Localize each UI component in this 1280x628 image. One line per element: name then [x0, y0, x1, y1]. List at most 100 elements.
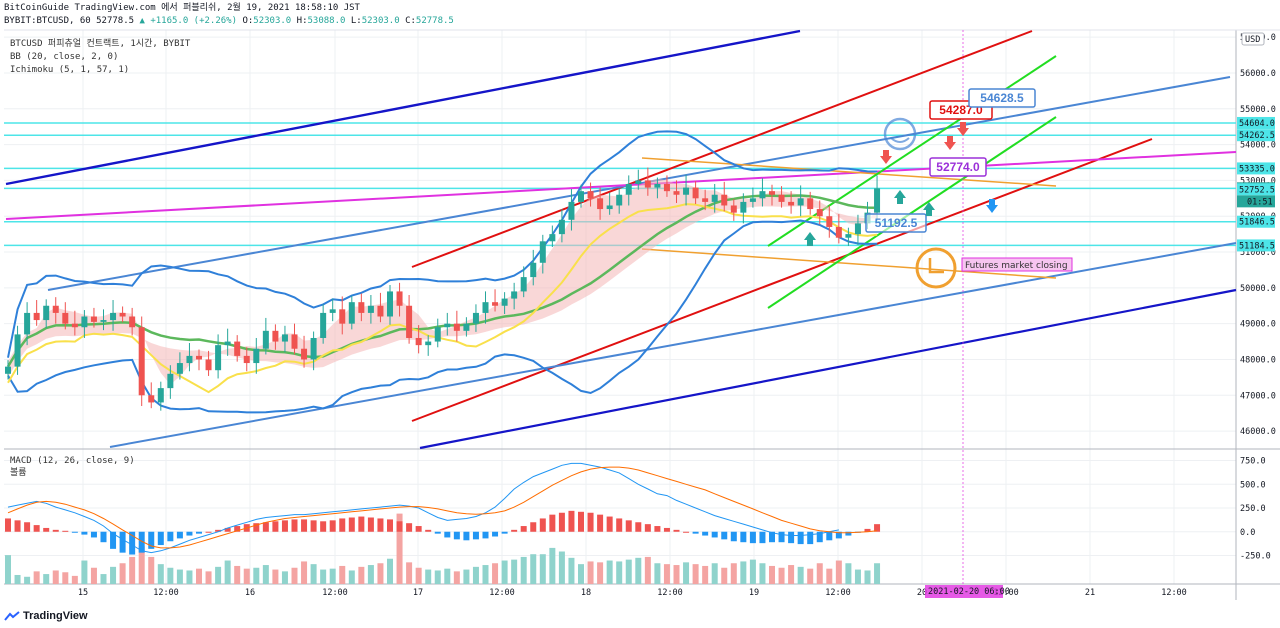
volume-bar: [358, 566, 365, 584]
legend-ichimoku[interactable]: Ichimoku (5, 1, 57, 1): [10, 65, 130, 75]
logo-text: TradingView: [23, 610, 88, 622]
volume-bar: [129, 556, 136, 584]
symbol[interactable]: BYBIT:BTCUSD, 60: [4, 16, 91, 26]
volume-bar: [387, 558, 393, 584]
volume-bar: [854, 569, 861, 584]
candle: [100, 320, 107, 322]
ohlc-c-label: C:: [405, 16, 416, 26]
histogram-bar: [434, 531, 441, 534]
bb-upper: [7, 130, 878, 358]
annotation-52774: 52774.0: [936, 160, 980, 174]
price-tick-label: 51000.0: [1240, 248, 1276, 258]
volume-bar: [301, 561, 308, 584]
change: ▲ +1165.0 (+2.26%): [139, 16, 238, 26]
candle: [176, 363, 183, 374]
price-label-bg: [1237, 116, 1275, 129]
trendline: [641, 157, 1057, 187]
histogram-bar: [14, 520, 21, 532]
candle: [33, 312, 40, 321]
histogram-bar: [148, 531, 155, 549]
candle: [281, 334, 288, 342]
volume-bar: [625, 559, 632, 584]
candle: [138, 327, 145, 396]
tradingview-logo[interactable]: TradingView: [4, 610, 88, 622]
candle: [549, 234, 556, 242]
candle: [539, 241, 546, 263]
candle: [167, 373, 174, 389]
volume-bar: [310, 564, 317, 584]
candle: [234, 341, 241, 356]
histogram-bar: [5, 518, 11, 532]
histogram-bar: [176, 531, 183, 539]
time-tick-label: 12:00: [1161, 588, 1187, 598]
macd-pane: [5, 30, 964, 584]
histogram-bar: [845, 531, 852, 536]
volume-bar: [826, 568, 833, 584]
legend-title[interactable]: BTCUSD 퍼피츄얼 컨트랙트, 1시간, BYBIT: [10, 39, 191, 49]
price-tick-label: 46000.0: [1240, 427, 1276, 437]
histogram-bar: [129, 531, 136, 555]
candle: [453, 323, 460, 331]
histogram-bar: [692, 531, 699, 534]
volume-bar: [692, 564, 699, 584]
candle: [625, 183, 632, 195]
histogram-bar: [511, 529, 518, 532]
chart-header: BitCoinGuide TradingView.com 에서 퍼블리쉬, 2월…: [4, 2, 454, 28]
volume-bar: [138, 546, 145, 584]
candle: [71, 323, 78, 328]
candle: [511, 291, 518, 299]
candle: [463, 323, 470, 331]
candle: [568, 201, 575, 220]
histogram-bar: [816, 531, 823, 543]
price-label: 52752.5: [1239, 185, 1275, 195]
histogram-bar: [81, 531, 88, 535]
volume-bar: [396, 513, 403, 584]
ohlc-c: 52778.5: [415, 16, 454, 26]
candle: [291, 334, 298, 349]
histogram-bar: [262, 522, 269, 532]
volume-bar: [253, 567, 260, 584]
candle: [425, 341, 432, 346]
price-tick-label: 53000.0: [1240, 176, 1276, 186]
countdown: 01:51: [1247, 197, 1273, 207]
candle: [644, 180, 651, 188]
histogram-bar: [492, 531, 499, 537]
histogram-bar: [310, 520, 317, 532]
legend-macd[interactable]: MACD (12, 26, close, 9): [10, 456, 135, 466]
histogram-bar: [291, 519, 298, 532]
volume-bar: [807, 568, 814, 584]
histogram-bar: [482, 531, 489, 539]
trendline: [767, 116, 1057, 309]
histogram-bar: [272, 521, 279, 532]
candle: [788, 201, 795, 206]
volume-bar: [835, 560, 842, 584]
legend-bb[interactable]: BB (20, close, 2, 0): [10, 52, 119, 62]
histogram-bar: [501, 531, 508, 534]
volume-bar: [520, 556, 527, 584]
candles: [5, 167, 881, 411]
candle: [434, 327, 441, 342]
macd-tick-label: 750.0: [1240, 457, 1266, 467]
candle: [43, 305, 50, 321]
histogram-bar: [835, 531, 842, 539]
legend-volume[interactable]: 볼륨: [10, 468, 27, 478]
histogram-bar: [644, 524, 651, 532]
volume-bar: [291, 567, 298, 584]
price-label-bg: [1237, 129, 1275, 142]
candle: [186, 355, 193, 364]
currency-box: [1241, 32, 1265, 46]
candle: [129, 316, 136, 328]
histogram-bar: [234, 526, 241, 532]
histogram-bar: [740, 531, 747, 543]
histogram-bar: [358, 516, 365, 532]
arrow-down-icon: [957, 122, 969, 136]
volume-bar: [43, 574, 50, 584]
volume-bar: [874, 563, 881, 584]
volume-bar: [367, 565, 374, 584]
histogram-bar: [339, 518, 346, 532]
histogram-bar: [654, 526, 661, 532]
candle: [320, 312, 327, 338]
volume-bar: [530, 554, 537, 584]
volume-bar: [148, 556, 155, 584]
